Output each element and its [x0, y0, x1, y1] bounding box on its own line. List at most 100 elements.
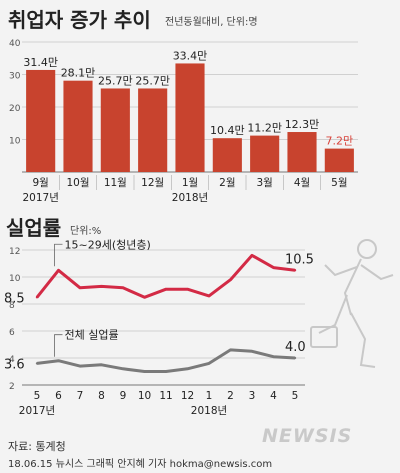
- series-label-leader: [54, 243, 63, 267]
- bar-data-label: 31.4만: [23, 56, 58, 69]
- y-tick-label: 40: [9, 39, 21, 49]
- bar-data-label: 10.4만: [210, 124, 245, 137]
- data-point: [143, 370, 146, 373]
- data-point: [272, 266, 275, 269]
- bar: [175, 63, 205, 173]
- data-point: [78, 364, 82, 368]
- x-tick-label: 9월: [32, 177, 48, 189]
- data-point: [78, 286, 82, 289]
- year-label: 2017년: [19, 405, 55, 417]
- unemployment-line-chart: 실업률 단위:%246810128.510.515~29세(청년층)3.64.0전…: [4, 216, 314, 417]
- y-tick-label: 30: [9, 72, 21, 82]
- chart-subtitle: 단위:%: [70, 224, 101, 237]
- data-point: [186, 367, 189, 370]
- bar-data-label: 11.2만: [247, 122, 282, 135]
- y-tick-label: 4: [9, 355, 15, 365]
- series-name-label: 15~29세(청년층): [65, 238, 151, 251]
- y-tick-label: 20: [9, 104, 21, 114]
- data-point: [272, 355, 275, 358]
- y-tick-label: 10: [9, 137, 21, 147]
- bar: [287, 132, 317, 172]
- data-point: [100, 285, 103, 288]
- bar-data-label: 28.1만: [61, 67, 96, 80]
- source-note: 자료: 통계청: [8, 440, 66, 453]
- data-point: [207, 362, 211, 365]
- data-point: [35, 362, 39, 365]
- chart-subtitle: 전년동월대비, 단위:명: [165, 15, 258, 28]
- y-tick-label: 2: [9, 382, 15, 392]
- newsis-watermark: NEWSIS: [262, 425, 353, 447]
- x-tick-label: 10월: [66, 177, 89, 189]
- data-point: [229, 278, 232, 281]
- data-point: [293, 269, 297, 272]
- x-tick-label: 9: [120, 390, 127, 402]
- series-end-label: 10.5: [285, 252, 314, 267]
- series-label-leader: [54, 334, 63, 357]
- x-tick-label: 5월: [331, 177, 347, 189]
- series-line: [36, 348, 296, 373]
- data-point: [186, 287, 189, 291]
- data-point: [250, 254, 254, 257]
- year-label: 2018년: [191, 405, 227, 417]
- bar: [324, 148, 354, 172]
- chart-title: 실업률: [6, 216, 61, 240]
- x-tick-label: 3월: [256, 177, 272, 189]
- data-point: [293, 356, 297, 360]
- x-tick-label: 6: [55, 390, 62, 402]
- bar: [26, 69, 56, 172]
- series-end-label: 4.0: [285, 340, 306, 355]
- x-tick-label: 8: [98, 390, 105, 402]
- data-point: [164, 287, 168, 291]
- series-start-label: 8.5: [4, 291, 25, 306]
- y-tick-label: 8: [9, 301, 15, 311]
- data-point: [164, 370, 168, 373]
- y-tick-label: 12: [9, 247, 20, 257]
- bar: [100, 88, 130, 172]
- x-tick-label: 11: [159, 390, 172, 402]
- bar: [138, 88, 168, 172]
- bar-data-label: 12.3만: [285, 118, 320, 131]
- x-tick-label: 4월: [294, 177, 310, 189]
- y-tick-label: 6: [9, 328, 15, 338]
- data-point: [57, 269, 60, 272]
- credit-line: 18.06.15 뉴시스 그래픽 안지혜 기자 hokma@newsis.com: [8, 459, 273, 470]
- x-tick-label: 1월: [182, 177, 198, 189]
- data-point: [57, 359, 60, 362]
- data-point: [100, 363, 103, 366]
- year-label: 2017년: [22, 192, 58, 204]
- data-point: [207, 294, 211, 298]
- year-label: 2018년: [172, 192, 208, 204]
- x-tick-label: 11월: [104, 177, 127, 189]
- bar-data-label: 7.2만: [326, 135, 354, 148]
- x-tick-label: 12월: [141, 177, 164, 189]
- bar-data-label: 25.7만: [98, 74, 133, 87]
- data-point: [229, 348, 232, 352]
- bar: [250, 135, 280, 172]
- x-tick-label: 1: [206, 390, 213, 402]
- x-tick-label: 2: [227, 390, 234, 402]
- x-tick-label: 12: [181, 390, 194, 402]
- x-tick-label: 7: [77, 390, 84, 402]
- data-point: [250, 350, 254, 353]
- x-tick-label: 5: [292, 390, 299, 402]
- x-tick-label: 5: [34, 390, 41, 402]
- x-tick-label: 10: [138, 390, 151, 402]
- chart-title: 취업자 증가 추이: [8, 8, 151, 32]
- series-start-label: 3.6: [4, 357, 25, 372]
- data-point: [35, 296, 39, 299]
- data-point: [143, 296, 146, 299]
- data-point: [121, 367, 125, 370]
- bar: [63, 80, 93, 172]
- x-tick-label: 2월: [219, 177, 235, 189]
- series-line: [35, 253, 296, 299]
- running-businessman-illustration: [310, 239, 394, 368]
- bar-data-label: 25.7만: [135, 74, 170, 87]
- bar: [212, 138, 242, 172]
- y-tick-label: 10: [9, 274, 21, 284]
- series-name-label: 전체 실업률: [65, 329, 119, 342]
- x-tick-label: 4: [270, 390, 277, 402]
- bar-data-label: 33.4만: [173, 49, 208, 62]
- data-point: [121, 286, 125, 289]
- x-tick-label: 3: [249, 390, 256, 402]
